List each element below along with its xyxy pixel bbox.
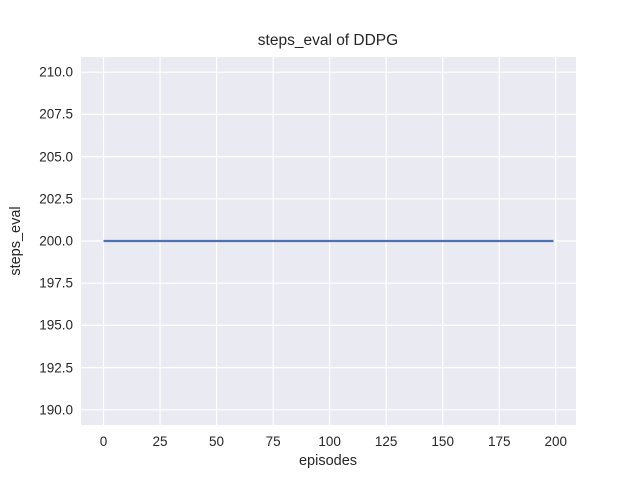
chart-title: steps_eval of DDPG [257,32,399,49]
y-tick-label: 207.5 [39,106,73,122]
y-tick-label: 205.0 [39,149,73,165]
y-tick-label: 192.5 [39,360,73,376]
y-tick-label: 202.5 [39,191,73,207]
y-tick-label: 210.0 [39,64,73,80]
x-tick-label: 100 [318,434,341,449]
x-tick-label: 150 [431,434,454,449]
y-tick-label: 197.5 [39,275,73,291]
y-tick-label: 200.0 [39,233,73,249]
x-tick-label: 75 [265,434,281,449]
x-tick-label: 200 [544,434,568,449]
y-tick-label: 190.0 [39,402,73,418]
x-tick-label: 50 [209,434,225,449]
y-axis-label: steps_eval [8,206,24,276]
x-tick-label: 0 [99,434,108,449]
x-axis-label: episodes [298,453,358,469]
x-tick-label: 25 [152,434,168,449]
y-tick-label: 195.0 [39,317,73,333]
x-tick-label: 175 [487,434,511,449]
x-tick-label: 125 [374,434,398,449]
